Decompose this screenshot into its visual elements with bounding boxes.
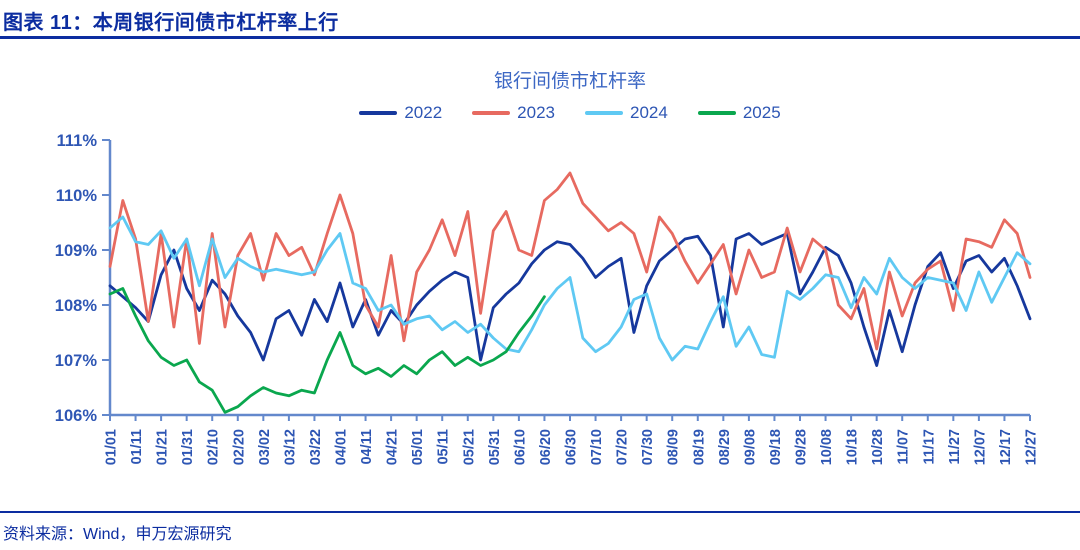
- legend-swatch-2025: [697, 111, 736, 115]
- series-2022: [108, 232, 1032, 367]
- source-note: 资料来源：Wind，申万宏源研究: [3, 526, 232, 543]
- legend-item-2025: 2025: [697, 103, 781, 123]
- x-tick-label: 09/08: [742, 429, 758, 465]
- x-tick-label: 01/01: [104, 429, 120, 465]
- x-tick-label: 10/18: [845, 429, 861, 465]
- x-tick-label: 09/28: [794, 429, 810, 465]
- y-tick-label: 106%: [55, 407, 98, 425]
- legend-item-2024: 2024: [585, 103, 668, 123]
- x-tick-label: 05/31: [487, 429, 503, 465]
- x-tick-label: 12/07: [972, 429, 988, 465]
- legend-swatch-2023: [472, 111, 511, 115]
- legend-item-2022: 2022: [359, 103, 442, 123]
- x-tick-label: 12/27: [1024, 429, 1040, 465]
- y-tick-label: 111%: [57, 132, 98, 150]
- x-tick-label: 09/18: [768, 429, 784, 465]
- y-tick-label: 109%: [55, 242, 98, 260]
- x-tick-label: 12/17: [998, 429, 1014, 465]
- x-tick-label: 02/10: [206, 429, 222, 465]
- y-tick-label: 110%: [56, 187, 98, 205]
- x-tick-label: 05/01: [410, 429, 426, 465]
- footer-rule: [0, 511, 1080, 513]
- x-tick-label: 02/20: [231, 429, 247, 465]
- x-tick-label: 11/17: [921, 429, 937, 465]
- chart-title: 银行间债市杠杆率: [493, 71, 646, 92]
- figure-header: 图表 11：本周银行间债市杠杆率上行: [0, 0, 1080, 39]
- x-tick-label: 03/22: [308, 429, 324, 465]
- x-tick-label: 01/31: [180, 429, 196, 465]
- x-tick-label: 03/12: [282, 429, 298, 465]
- series-2023: [108, 171, 1032, 351]
- legend-swatch-2022: [359, 111, 398, 115]
- chart-legend: 2022 2023 2024 2025: [105, 103, 1035, 123]
- x-tick-label: 07/20: [615, 429, 631, 465]
- y-tick-label: 107%: [55, 352, 98, 370]
- x-tick-label: 08/19: [691, 429, 707, 465]
- x-tick-label: 06/10: [512, 429, 528, 465]
- x-tick-label: 08/09: [666, 429, 682, 465]
- x-tick-label: 11/07: [896, 429, 912, 465]
- x-tick-label: 05/11: [436, 429, 452, 465]
- x-tick-label: 05/21: [461, 429, 477, 465]
- x-tick-label: 03/02: [257, 429, 273, 465]
- legend-label: 2024: [630, 103, 668, 122]
- x-tick-label: 01/21: [155, 429, 171, 465]
- x-tick-label: 10/08: [819, 429, 835, 465]
- x-tick-label: 04/21: [385, 429, 401, 465]
- legend-label: 2022: [404, 103, 443, 122]
- series-2024: [108, 215, 1032, 362]
- x-tick-label: 07/10: [589, 429, 605, 465]
- y-tick-label: 108%: [55, 297, 98, 315]
- legend-label: 2025: [742, 103, 781, 122]
- x-tick-label: 01/11: [129, 429, 145, 465]
- x-tick-label: 04/11: [359, 429, 375, 465]
- figure-title: 图表 11：本周银行间债市杠杆率上行: [3, 12, 339, 34]
- legend-label: 2023: [517, 103, 555, 122]
- x-tick-label: 06/30: [564, 429, 580, 465]
- legend-item-2023: 2023: [472, 103, 555, 123]
- legend-swatch-2024: [585, 111, 623, 115]
- x-tick-label: 07/30: [640, 429, 656, 465]
- x-tick-label: 06/20: [538, 429, 554, 465]
- x-tick-label: 10/28: [870, 429, 886, 465]
- leverage-line-chart: 111% 110% 109% 108% 107% 106% 01/01 01/11 01/21 0…: [55, 132, 1040, 465]
- x-tick-label: 04/01: [334, 429, 350, 465]
- x-tick-label: 11/27: [947, 429, 963, 465]
- series-2025: [108, 287, 546, 414]
- x-tick-label: 08/29: [717, 429, 733, 465]
